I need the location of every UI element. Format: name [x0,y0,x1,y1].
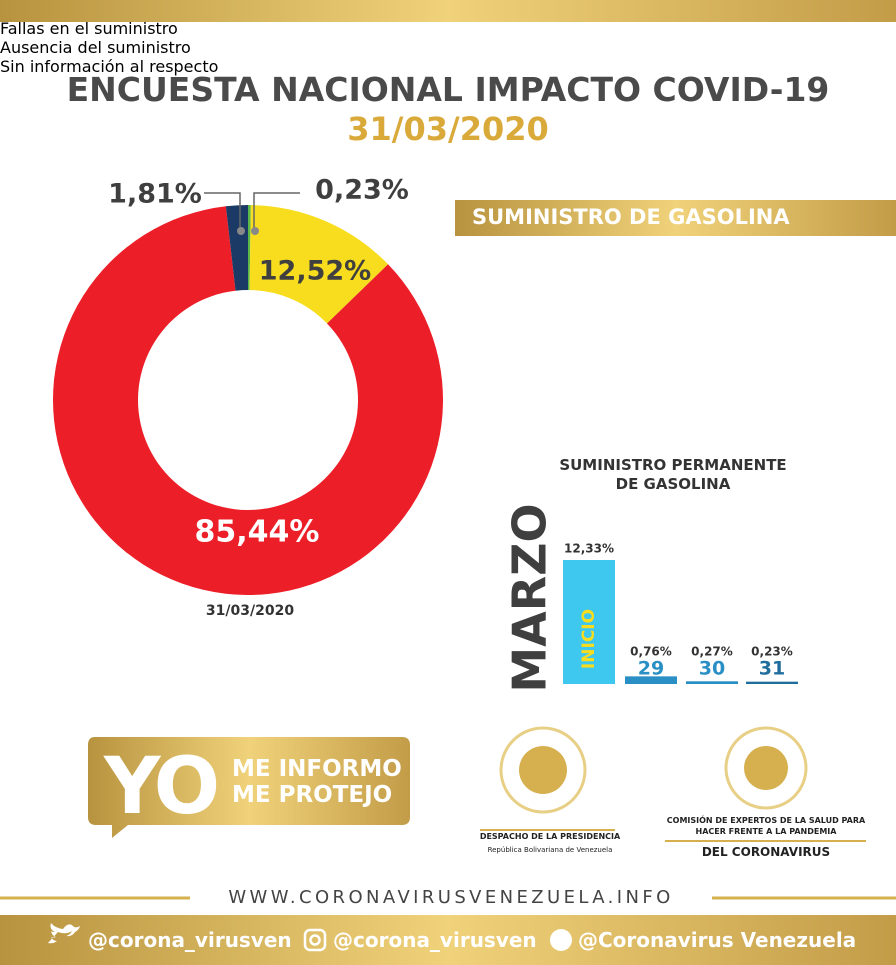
logo-title: COMISIÓN DE EXPERTOS DE LA SALUD PARA HA… [666,816,866,836]
value-label: 12,52% [259,256,371,287]
bar-value-label: 12,33% [564,542,614,556]
instagram-handle: @corona_virusven [333,928,537,952]
logo-subtitle: DEL CORONAVIRUS [701,845,831,859]
leader-dot [251,227,259,235]
bar [563,560,615,684]
pie-caption: 31/03/2020 [205,603,295,619]
donut-slice [248,205,251,291]
leader-dot [237,227,245,235]
badge-bubble [88,737,410,838]
bar [686,681,738,684]
legend-item: Sin información al respecto [0,57,219,76]
bar-value-label: 0,76% [630,645,672,659]
bar [625,676,677,684]
facebook-icon [550,929,572,951]
bar-value-label: 0,27% [691,645,733,659]
emblem [744,746,788,790]
category-label: INICIO [579,609,599,669]
bar [746,681,798,684]
logo-subtitle: República Bolivariana de Venezuela [487,846,613,854]
value-label: 0,23% [315,175,409,206]
legend-banner [455,200,896,236]
twitter-icon [48,923,80,944]
category-label: 30 [699,658,725,680]
legend-item: Fallas en el suministro [0,19,178,38]
bar-title: SUMINISTRO PERMANENTE DE GASOLINA [559,456,787,493]
facebook-handle: @Coronavirus Venezuela [578,928,857,952]
badge-line: ME PROTEJO [232,782,393,808]
emblem [519,746,567,794]
legend-item: Ausencia del suministro [0,38,191,57]
website: WWW.CORONAVIRUSVENEZUELA.INFO [228,887,674,908]
donut-slice [53,206,444,596]
donut-slice [225,205,248,291]
instagram-icon [303,928,327,952]
instagram-icon [309,934,321,946]
side-label: MARZO [503,503,557,692]
bar-value-label: 0,23% [751,645,793,659]
top-band [0,0,896,22]
donut-slice [249,205,389,324]
value-label: 85,44% [195,515,320,550]
legend-title: SUMINISTRO DE GASOLINA [472,205,790,229]
title: ENCUESTA NACIONAL IMPACTO COVID-19 [66,70,830,109]
twitter-handle: @corona_virusven [88,928,292,952]
value-label: 1,81% [108,179,202,210]
logo-title: DESPACHO DE LA PRESIDENCIA [479,832,621,841]
category-label: 29 [638,658,664,680]
date: 31/03/2020 [347,110,549,148]
category-label: 31 [759,658,785,680]
badge-yo: YO [104,742,220,832]
bottom-band [0,915,896,965]
badge-line: ME INFORMO [232,756,402,782]
leader-line [204,192,300,230]
